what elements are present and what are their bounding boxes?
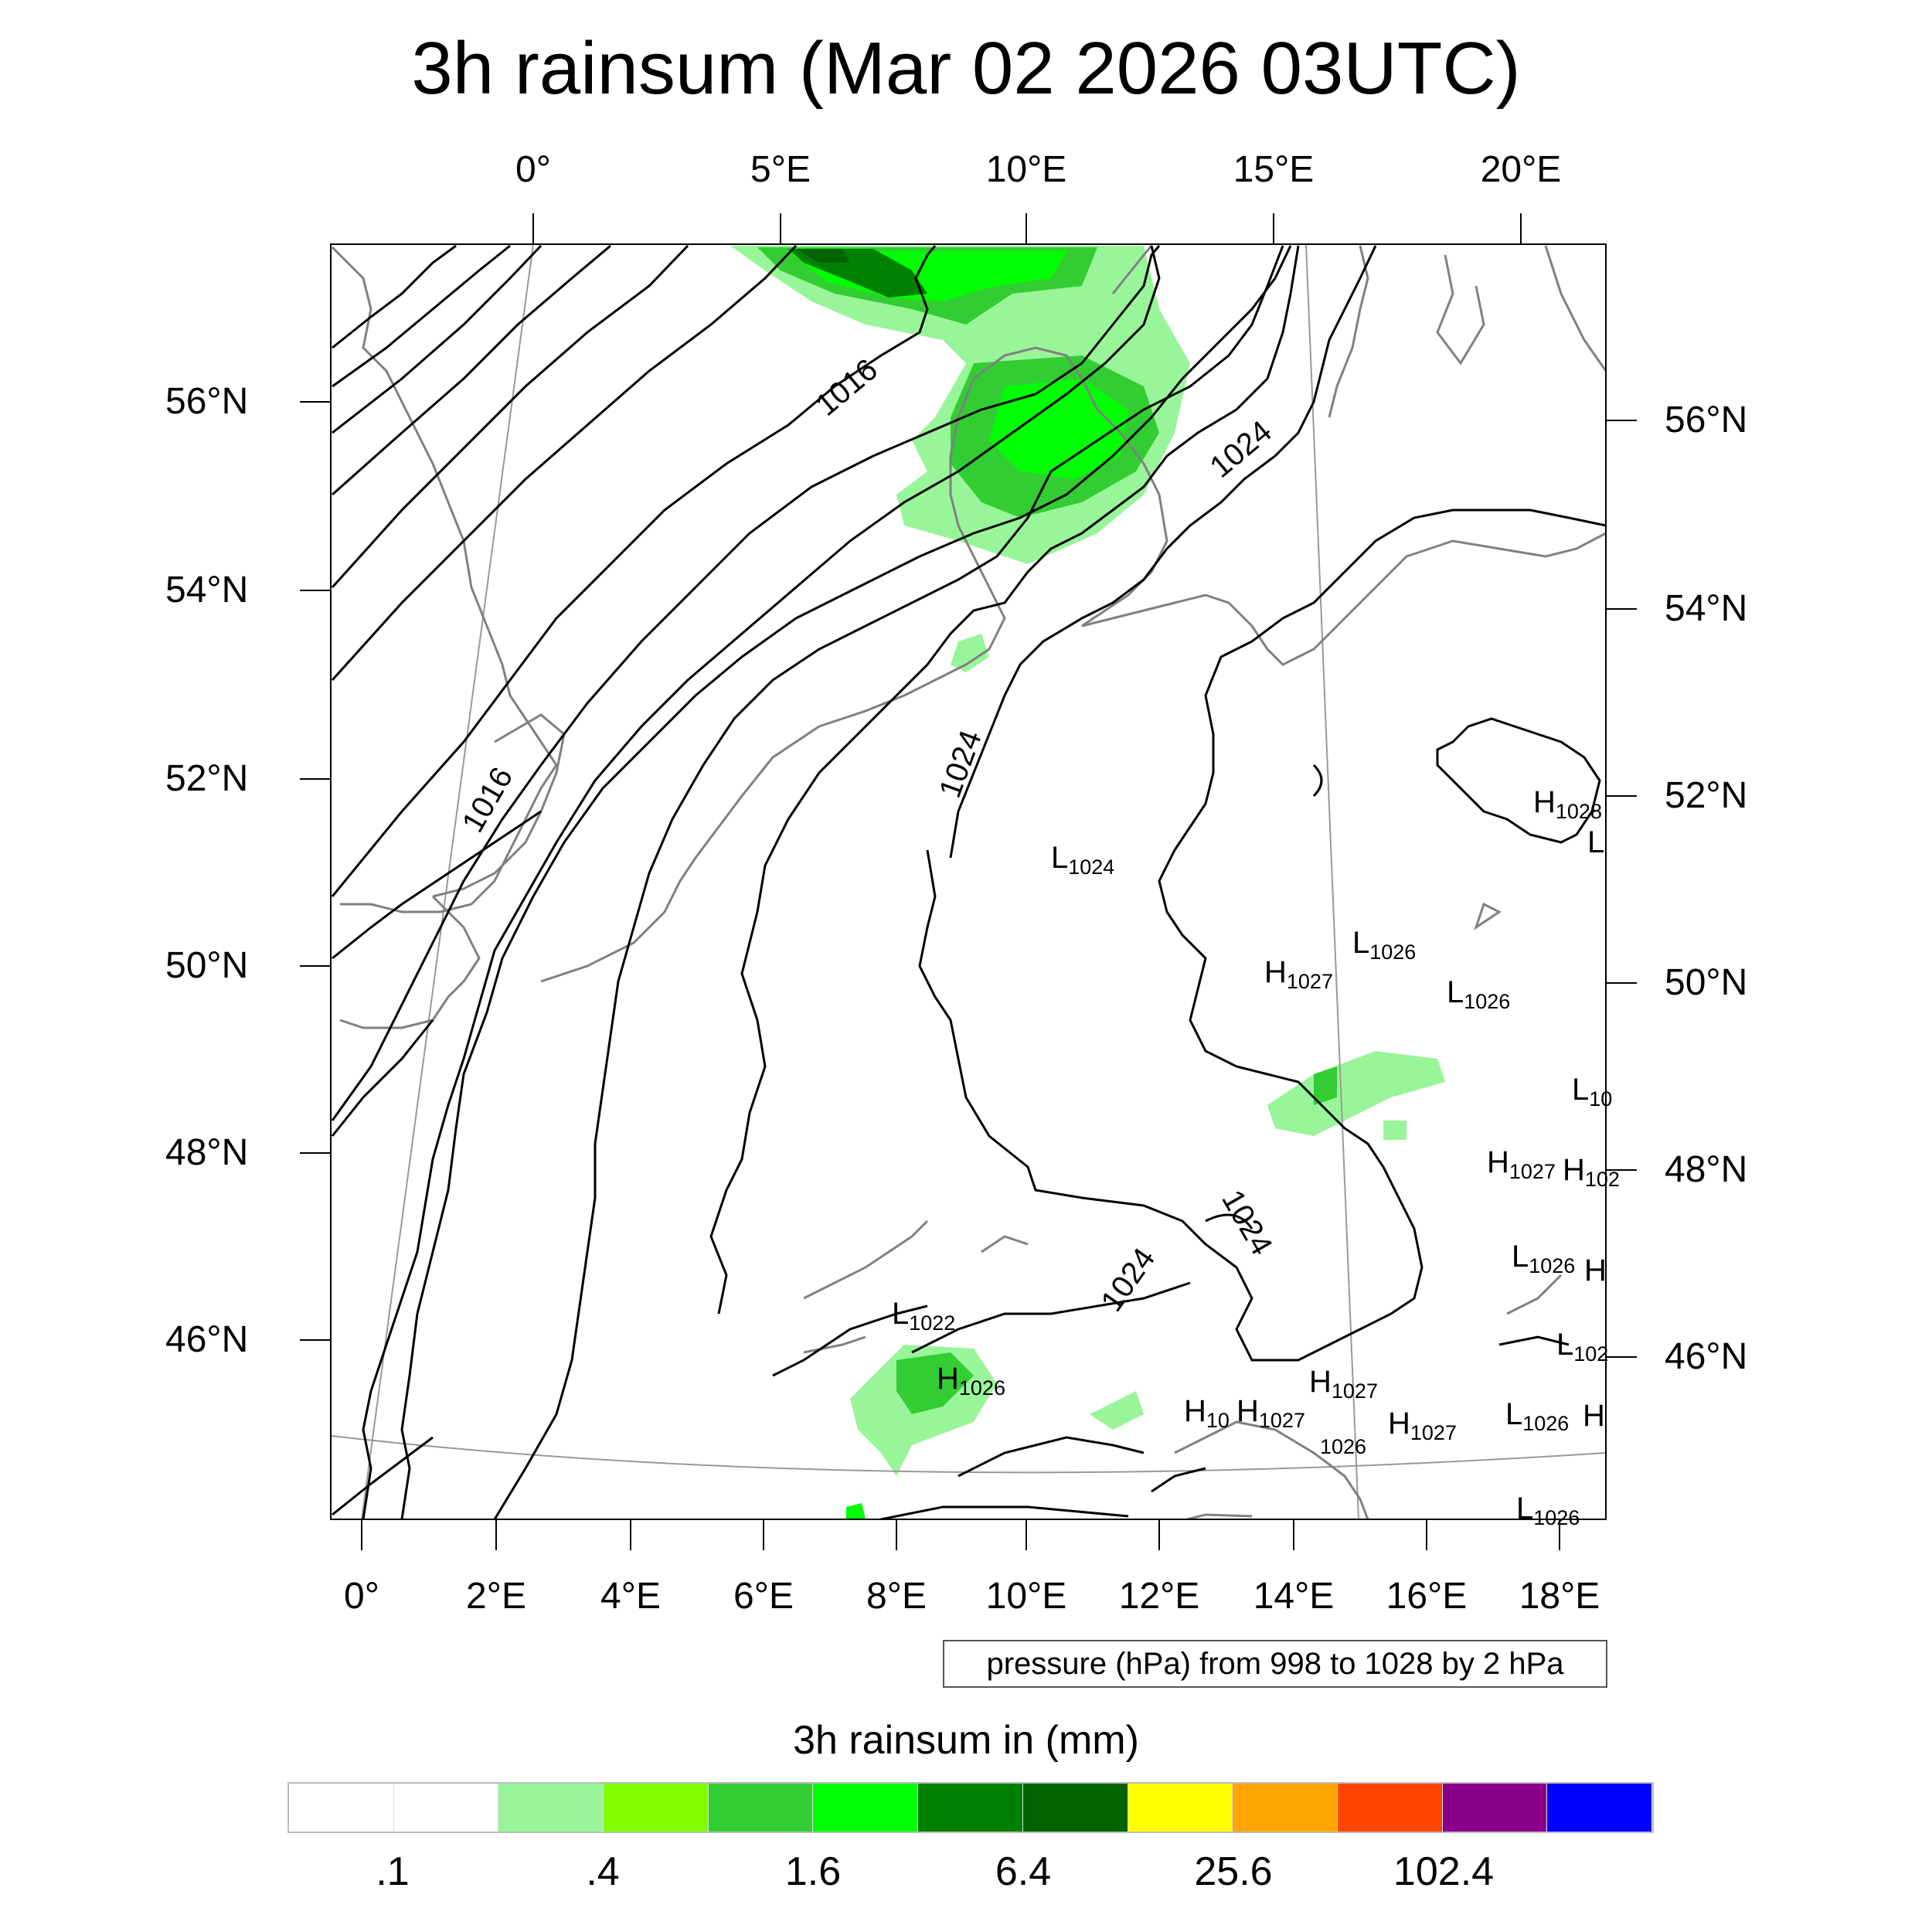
right-lat-label: 54°N [1665,588,1748,629]
graticule [331,244,1606,1519]
coastlines [331,245,1606,1519]
isobar-label: 1016 [456,761,520,838]
pressure-center: L10 [1572,1073,1613,1111]
pressure-center: H1026 [937,1362,1005,1400]
tick-marks [300,213,1637,1550]
rain-alps-west-mid [896,1352,974,1414]
rain-austria-mid [1314,1066,1337,1105]
pressure-center: L102 [1556,1328,1609,1366]
pressure-center: H1027 [1309,1365,1378,1403]
pressure-center: H1027 [1487,1145,1556,1183]
rain-south-spot [846,1503,866,1519]
pressure-center: 1026 [1320,1435,1367,1458]
left-lat-label: 48°N [165,1132,249,1173]
top-lon-label: 10°E [985,149,1067,190]
top-lon-label: 20°E [1480,149,1562,190]
map-content [331,244,1606,1519]
left-lat-label: 52°N [165,758,249,799]
isobar-label: 1024 [1215,1185,1279,1261]
pressure-center: L1026 [1352,926,1417,964]
rainfall-areas [730,246,1445,1519]
left-lat-label: 56°N [165,381,249,422]
rain-alps-east [1090,1391,1144,1430]
isobar-label: 1024 [933,726,988,802]
colorbar-cell [498,1784,604,1832]
pressure-center: L1022 [892,1297,956,1335]
bottom-lon-label: 8°E [866,1576,927,1617]
colorbar-cell [1233,1784,1338,1832]
pressure-center: H [1583,1399,1605,1433]
pressure-center: H [1584,1253,1607,1287]
colorbar [287,1782,1654,1833]
isobar-labels: 1016 1016 1024 1024 1024 1024 [456,352,1279,1318]
right-lat-label: 48°N [1665,1149,1748,1190]
pressure-center: L1026 [1516,1492,1580,1529]
pressure-center: H1027 [1388,1406,1457,1444]
isobars [331,244,1606,1519]
pressure-center: L1026 [1505,1397,1570,1435]
bottom-lon-label: 16°E [1386,1576,1468,1617]
right-lat-label: 56°N [1665,400,1748,440]
top-lon-label: 0° [515,149,551,190]
bottom-lon-label: 14°E [1253,1576,1335,1617]
isobar-label: 1024 [1094,1242,1162,1318]
colorbar-cell [604,1784,709,1832]
pressure-center: H10 [1184,1394,1230,1432]
colorbar-label: 25.6 [1194,1849,1273,1894]
bottom-lon-label: 0° [344,1576,379,1617]
rain-germany-coast [951,634,989,672]
rain-north-sea-heaviest [796,249,850,263]
colorbar-cell [289,1784,394,1832]
colorbar-label: .1 [376,1849,410,1894]
colorbar-cell [1337,1784,1443,1832]
colorbar-cell [1547,1784,1652,1832]
right-lat-label: 46°N [1665,1336,1748,1377]
colorbar-cell [1128,1784,1233,1832]
isobar-label: 1016 [810,352,884,423]
colorbar-label: .4 [586,1849,620,1894]
left-lat-label: 50°N [165,945,249,986]
colorbar-cell [708,1784,814,1832]
colorbar-cell [1442,1784,1548,1832]
bottom-lon-label: 6°E [733,1576,794,1617]
pressure-center: H1028 [1533,785,1602,823]
colorbar-label: 1.6 [784,1849,842,1894]
right-lat-label: 52°N [1665,775,1748,816]
right-lat-label: 50°N [1665,962,1748,1003]
bottom-lon-label: 12°E [1118,1576,1200,1617]
colorbar-label: 102.4 [1393,1849,1495,1894]
rain-austria-spot [1383,1121,1406,1140]
colorbar-cell [813,1784,919,1832]
isobar-label: 1024 [1204,414,1278,485]
left-lat-label: 54°N [165,570,249,611]
pressure-center: H1027 [1264,955,1333,993]
bottom-lon-label: 2°E [466,1576,526,1617]
bottom-lon-label: 10°E [985,1576,1067,1617]
colorbar-cell [918,1784,1023,1832]
map-frame [330,243,1607,1520]
top-lon-label: 15°E [1233,149,1315,190]
colorbar-label: 6.4 [995,1849,1052,1894]
pressure-center: L1024 [1051,841,1115,879]
pressure-center: L1026 [1512,1240,1576,1277]
left-lat-label: 46°N [165,1319,249,1360]
top-lon-label: 5°E [750,149,811,190]
colorbar-cell [393,1784,499,1832]
bottom-lon-label: 18°E [1519,1576,1600,1617]
pressure-center: L [1587,825,1605,859]
map-title: 3h rainsum (Mar 02 2026 03UTC) [411,27,1521,110]
bottom-lon-label: 4°E [600,1576,661,1617]
pressure-center: H1027 [1236,1394,1305,1432]
pressure-note: pressure (hPa) from 998 to 1028 by 2 hPa [943,1640,1607,1688]
pressure-center: L1026 [1447,975,1511,1013]
colorbar-cell [1022,1784,1128,1832]
colorbar-title: 3h rainsum in (mm) [793,1718,1139,1763]
rain-austria-light [1267,1051,1445,1136]
pressure-center: H102 [1563,1153,1620,1191]
